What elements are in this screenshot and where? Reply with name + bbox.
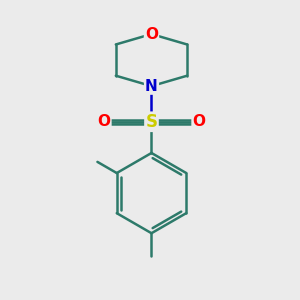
- Text: O: O: [193, 114, 206, 129]
- Text: S: S: [146, 113, 158, 131]
- Text: O: O: [98, 114, 110, 129]
- Text: N: N: [145, 79, 158, 94]
- Text: O: O: [145, 27, 158, 42]
